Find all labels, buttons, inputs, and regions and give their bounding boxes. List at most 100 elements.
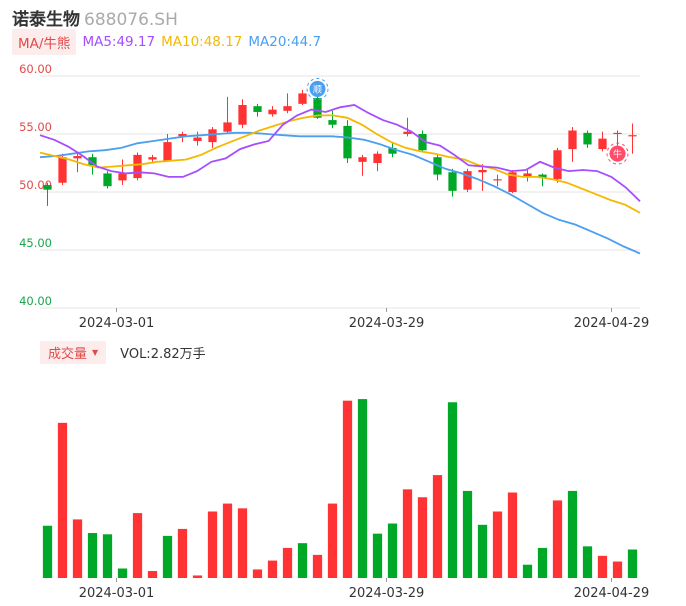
candle-body [118,173,127,181]
volume-bar [417,497,428,578]
candle-body [268,109,277,115]
signal-marker-label: 顺 [313,84,322,95]
volume-chart[interactable]: 2024-03-01 2024-03-29 2024-04-29 [0,370,686,606]
signal-marker-label: 牛 [613,148,622,160]
volume-bar [147,571,158,578]
chevron-down-icon: ▼ [92,347,99,357]
candle-body [208,129,217,143]
volume-bar [612,561,623,578]
volume-bar [72,519,83,578]
volume-indicator-button[interactable]: 成交量 ▼ [40,340,107,364]
candle-body [178,134,187,137]
volume-value: VOL:2.82万手 [120,346,206,362]
candle-body [163,142,172,161]
candle-body [223,122,232,132]
volume-bar [582,546,593,578]
candle-body [613,132,622,135]
volume-bar [192,575,203,578]
candle-body [463,171,472,190]
volume-bar [477,524,488,578]
volume-bar [87,533,98,578]
volume-bar [567,490,578,578]
x-tick-label: 2024-03-01 [79,586,155,601]
candle-body [43,185,52,190]
signal-marker [309,80,326,97]
volume-bar [372,533,383,578]
y-tick-label: 60.00 [19,62,52,76]
candle-body [298,93,307,104]
volume-bar [327,503,338,578]
signal-marker-ring [606,142,629,165]
signal-marker-ring [306,77,329,100]
volume-bar [132,513,143,578]
volume-bar [177,528,188,578]
x-tick-label: 2024-04-29 [574,316,650,330]
ma5-label: MA5:49.17 [82,34,156,50]
volume-bar [57,422,68,578]
candle-body [73,156,82,159]
ma5-line [39,104,641,202]
volume-bar [162,535,173,578]
ma-indicator-button[interactable]: MA/牛熊 [12,29,77,55]
volume-bar [117,568,128,578]
candle-body [448,172,457,191]
candle-body [358,157,367,162]
candle-body [193,137,202,141]
x-tick-label: 2024-03-29 [349,316,425,330]
candle-body [58,157,67,183]
candle-body [133,154,142,179]
volume-bar [537,547,548,578]
volume-bar [597,555,608,578]
volume-bar [402,489,413,578]
volume-indicator-label: 成交量 [48,346,88,362]
volume-bar [522,564,533,578]
volume-bar [267,560,278,578]
volume-bar [237,508,248,578]
volume-bar [462,490,473,578]
x-tick-label: 2024-03-29 [349,586,425,601]
stock-code: 688076.SH [84,10,178,30]
candle-body [478,169,487,173]
candle-body [493,179,502,181]
y-tick-label: 40.00 [19,294,52,308]
volume-bar [492,511,503,578]
volume-bar [432,475,443,578]
candle-body [598,138,607,150]
stock-title: 诺泰生物 688076.SH [12,5,178,30]
x-tick-label: 2024-04-29 [574,586,650,601]
ma20-line [39,131,641,255]
candle-body [523,173,532,177]
candle-body [373,153,382,163]
ma-legend: MA/牛熊 MA5:49.17 MA10:48.17 MA20:44.7 [12,29,322,55]
volume-bar [507,492,518,578]
candle-body [628,135,637,137]
volume-bar [342,400,353,578]
volume-bar [312,554,323,578]
volume-bar [297,543,308,578]
ma10-line [39,114,641,214]
volume-bar [447,402,458,578]
candle-body [313,98,322,118]
candle-body [238,105,247,125]
candle-body [553,150,562,180]
y-tick-label: 45.00 [19,236,52,250]
volume-legend: 成交量 ▼ VOL:2.82万手 [40,340,206,364]
ma10-label: MA10:48.17 [161,34,243,50]
volume-bar [222,503,233,578]
y-tick-label: 55.00 [19,120,52,134]
candle-body [538,174,547,179]
candle-body [568,130,577,150]
candle-body [403,131,412,134]
candle-body [508,172,517,192]
volume-bar [627,549,638,578]
signal-marker [609,145,626,162]
candle-body [328,120,337,125]
candle-body [88,157,97,166]
volume-bar [357,399,368,578]
stock-name: 诺泰生物 [12,10,80,30]
volume-bar [207,511,218,578]
volume-bar [252,569,263,578]
candle-body [388,147,397,154]
ma20-label: MA20:44.7 [248,34,322,50]
